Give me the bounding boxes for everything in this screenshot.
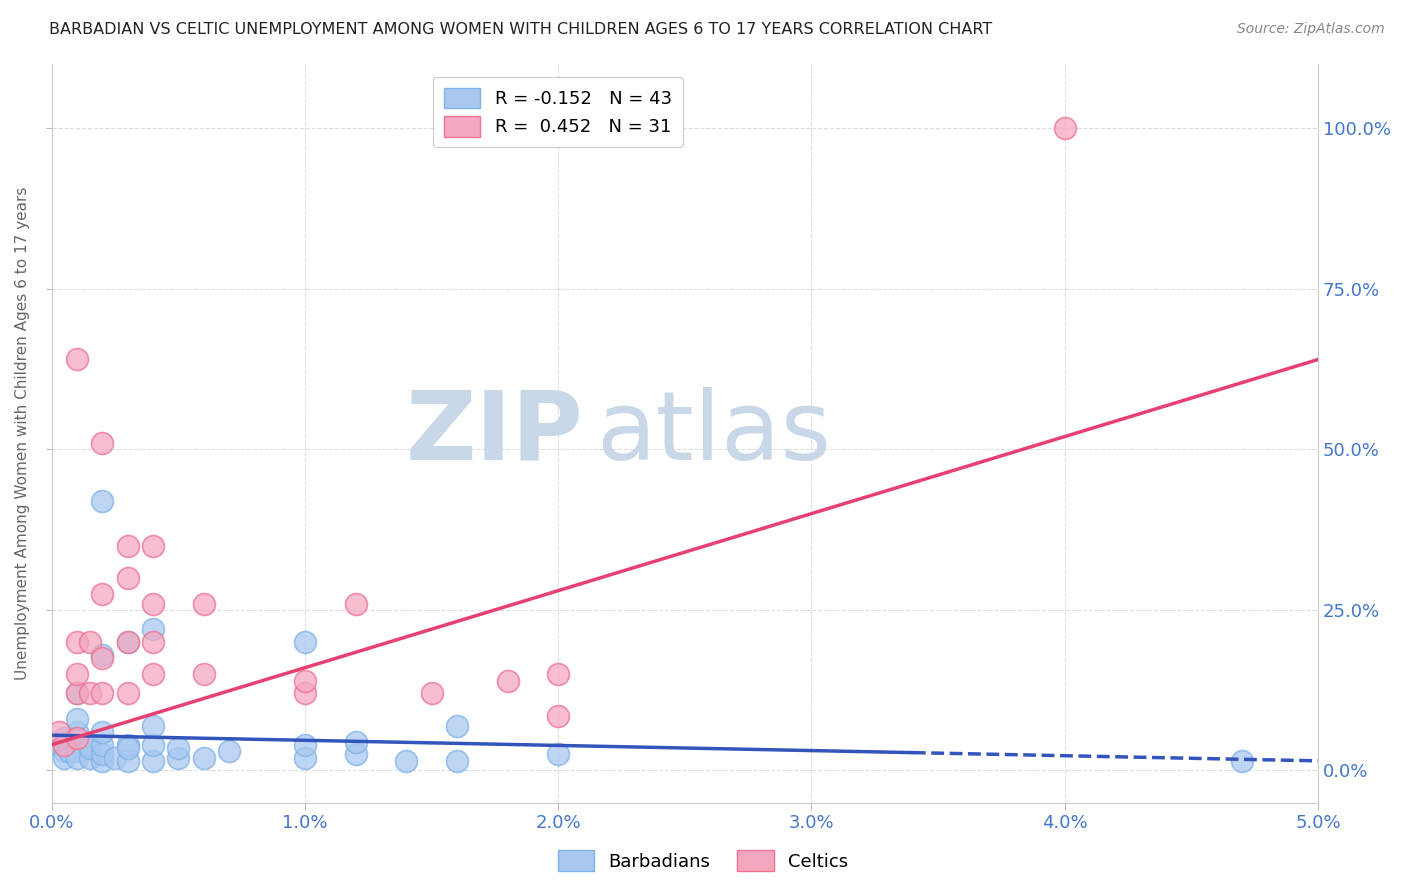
Point: [344, 597, 367, 611]
Point: [294, 686, 316, 700]
Point: [142, 622, 165, 636]
Point: [91, 754, 114, 768]
Point: [496, 673, 519, 688]
Point: [142, 754, 165, 768]
Point: [167, 741, 190, 756]
Point: [79, 686, 101, 700]
Point: [66, 686, 89, 700]
Point: [66, 738, 89, 752]
Point: [79, 738, 101, 752]
Point: [48, 738, 70, 752]
Point: [117, 571, 139, 585]
Point: [91, 686, 114, 700]
Text: BARBADIAN VS CELTIC UNEMPLOYMENT AMONG WOMEN WITH CHILDREN AGES 6 TO 17 YEARS CO: BARBADIAN VS CELTIC UNEMPLOYMENT AMONG W…: [49, 22, 993, 37]
Point: [117, 741, 139, 756]
Point: [446, 718, 468, 732]
Point: [53, 744, 76, 758]
Point: [66, 750, 89, 764]
Point: [104, 750, 127, 764]
Point: [117, 754, 139, 768]
Point: [420, 686, 443, 700]
Point: [117, 635, 139, 649]
Point: [66, 635, 89, 649]
Point: [294, 673, 316, 688]
Text: ZIP: ZIP: [405, 387, 583, 480]
Point: [142, 667, 165, 681]
Point: [79, 750, 101, 764]
Point: [91, 436, 114, 450]
Point: [53, 750, 76, 764]
Point: [117, 686, 139, 700]
Point: [142, 718, 165, 732]
Point: [53, 731, 76, 746]
Point: [446, 754, 468, 768]
Point: [395, 754, 418, 768]
Point: [142, 635, 165, 649]
Point: [547, 747, 569, 762]
Point: [91, 725, 114, 739]
Point: [218, 744, 240, 758]
Point: [66, 667, 89, 681]
Point: [91, 651, 114, 665]
Point: [66, 731, 89, 746]
Point: [66, 725, 89, 739]
Point: [91, 587, 114, 601]
Point: [66, 686, 89, 700]
Point: [66, 712, 89, 726]
Point: [58, 744, 80, 758]
Point: [48, 725, 70, 739]
Point: [344, 734, 367, 748]
Point: [91, 747, 114, 762]
Point: [344, 747, 367, 762]
Point: [547, 709, 569, 723]
Point: [193, 750, 215, 764]
Point: [117, 539, 139, 553]
Legend: R = -0.152   N = 43, R =  0.452   N = 31: R = -0.152 N = 43, R = 0.452 N = 31: [433, 77, 683, 147]
Point: [66, 352, 89, 367]
Point: [117, 738, 139, 752]
Point: [294, 738, 316, 752]
Point: [294, 635, 316, 649]
Point: [79, 635, 101, 649]
Point: [193, 667, 215, 681]
Point: [167, 750, 190, 764]
Point: [142, 597, 165, 611]
Point: [142, 738, 165, 752]
Point: [91, 648, 114, 662]
Text: Source: ZipAtlas.com: Source: ZipAtlas.com: [1237, 22, 1385, 37]
Point: [91, 493, 114, 508]
Point: [142, 539, 165, 553]
Text: atlas: atlas: [596, 387, 831, 480]
Point: [547, 667, 569, 681]
Point: [79, 741, 101, 756]
Point: [1230, 754, 1253, 768]
Point: [53, 738, 76, 752]
Point: [117, 635, 139, 649]
Point: [1053, 121, 1076, 136]
Y-axis label: Unemployment Among Women with Children Ages 6 to 17 years: Unemployment Among Women with Children A…: [15, 186, 30, 680]
Point: [91, 738, 114, 752]
Point: [193, 597, 215, 611]
Legend: Barbadians, Celtics: Barbadians, Celtics: [551, 843, 855, 879]
Point: [66, 744, 89, 758]
Point: [294, 750, 316, 764]
